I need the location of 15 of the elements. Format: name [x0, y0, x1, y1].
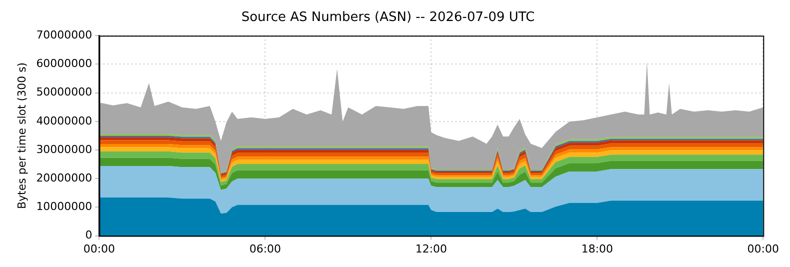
- x-tick-label: 00:00: [747, 242, 779, 256]
- y-tick-label: 60000000: [36, 57, 92, 70]
- y-tick-label: 20000000: [36, 171, 92, 184]
- y-axis-title: Bytes per time slot (300 s): [15, 62, 28, 210]
- y-tick-label: 30000000: [36, 142, 92, 156]
- y-tick-label: 40000000: [36, 114, 92, 128]
- x-tick-label: 18:00: [581, 242, 614, 256]
- y-tick-label: 10000000: [36, 200, 92, 214]
- y-tick-label: 0: [85, 228, 92, 242]
- x-tick-label: 12:00: [415, 242, 448, 256]
- chart-title: Source AS Numbers (ASN) -- 2026-07-09 UTC: [241, 10, 535, 26]
- x-tick-label: 00:00: [83, 242, 116, 256]
- y-tick-label: 70000000: [36, 28, 92, 42]
- y-tick-label: 50000000: [36, 86, 92, 99]
- x-tick-label: 06:00: [249, 242, 282, 256]
